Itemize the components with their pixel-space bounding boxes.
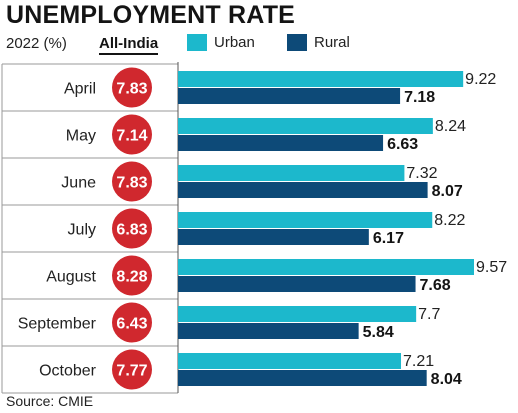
rural-value-label: 6.17: [373, 230, 404, 247]
all-india-circle: [112, 208, 152, 249]
all-india-circle: [112, 67, 152, 108]
urban-value-label: 8.22: [434, 212, 465, 229]
legend-label-rural: Rural: [314, 34, 350, 51]
all-india-value: 7.14: [116, 128, 147, 145]
month-label: July: [68, 222, 96, 239]
month-label: August: [46, 269, 96, 286]
all-india-circle: [112, 302, 152, 343]
all-india-circle: [112, 349, 152, 390]
urban-bar: [178, 118, 433, 134]
all-india-circle: [112, 255, 152, 296]
rural-bar: [178, 135, 384, 151]
urban-bar: [178, 353, 402, 369]
rural-bar: [178, 276, 416, 292]
rural-value-label: 8.04: [431, 371, 462, 388]
urban-bar: [178, 165, 405, 181]
all-india-circle: [112, 114, 152, 155]
urban-bar: [178, 71, 464, 87]
legend-item-urban: Urban: [187, 34, 255, 51]
all-india-value: 6.83: [116, 222, 147, 239]
rural-value-label: 8.07: [432, 183, 463, 200]
month-label: May: [66, 128, 96, 145]
rural-bar: [178, 182, 428, 198]
urban-value-label: 7.21: [403, 353, 434, 370]
all-india-label: All-India: [99, 35, 159, 55]
all-india-value: 7.83: [116, 175, 147, 192]
legend-label-urban: Urban: [214, 34, 255, 51]
rural-value-label: 6.63: [387, 136, 418, 153]
urban-value-label: 9.57: [476, 259, 507, 276]
rural-swatch: [287, 34, 307, 51]
month-label: October: [39, 363, 97, 380]
month-label: September: [18, 316, 97, 333]
urban-value-label: 7.32: [406, 165, 437, 182]
urban-value-label: 9.22: [465, 71, 496, 88]
urban-swatch: [187, 34, 207, 51]
rural-bar: [178, 370, 427, 386]
urban-value-label: 7.7: [418, 306, 440, 323]
all-india-circle: [112, 161, 152, 202]
rural-bar: [178, 229, 369, 245]
rural-bar: [178, 323, 359, 339]
rural-value-label: 5.84: [363, 324, 394, 341]
all-india-value: 8.28: [116, 269, 147, 286]
chart-title: UNEMPLOYMENT RATE: [6, 1, 296, 29]
month-label: April: [64, 81, 96, 98]
rural-value-label: 7.18: [404, 89, 435, 106]
source-note: Source: CMIE: [6, 393, 94, 409]
chart-subtitle: 2022 (%): [6, 35, 67, 52]
all-india-value: 7.77: [116, 363, 147, 380]
month-label: June: [61, 175, 96, 192]
rural-value-label: 7.68: [420, 277, 451, 294]
urban-bar: [178, 306, 417, 322]
urban-value-label: 8.24: [435, 118, 466, 135]
urban-bar: [178, 259, 474, 275]
rural-bar: [178, 88, 401, 104]
legend-item-rural: Rural: [287, 34, 350, 51]
all-india-value: 7.83: [116, 81, 147, 98]
urban-bar: [178, 212, 433, 228]
all-india-value: 6.43: [116, 316, 147, 333]
